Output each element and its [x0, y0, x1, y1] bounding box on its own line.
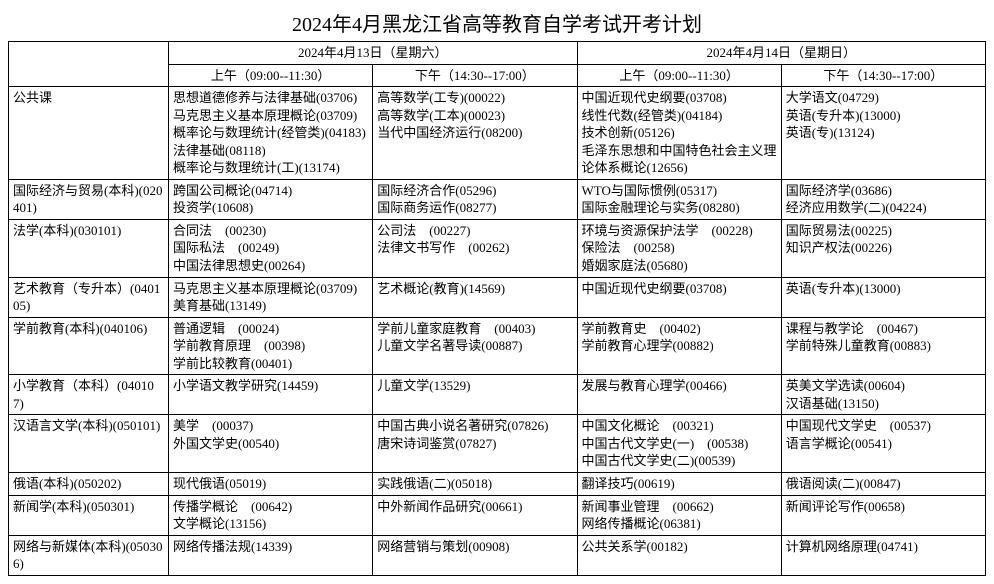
session-cell: 公共关系学(00182) [577, 535, 781, 575]
table-row: 学前教育(本科)(040106)普通逻辑 (00024)学前教育原理 (0039… [9, 317, 986, 375]
table-row: 艺术教育（专升本）(040105)马克思主义基本原理概论(03709)美育基础(… [9, 277, 986, 317]
session-cell: 儿童文学(13529) [373, 375, 577, 415]
category-cell: 网络与新媒体(本科)(050306) [9, 535, 169, 575]
session-cell: 跨国公司概论(04714)投资学(10608) [169, 179, 373, 219]
category-cell: 汉语言文学(本科)(050101) [9, 415, 169, 473]
table-row: 公共课思想道德修养与法律基础(03706)马克思主义基本原理概论(03709)概… [9, 87, 986, 180]
session-cell: 学前儿童家庭教育 (00403)儿童文学名著导读(00887) [373, 317, 577, 375]
category-cell: 新闻学(本科)(050301) [9, 495, 169, 535]
header-d1-am: 上午（09:00--11:30） [169, 64, 373, 87]
session-cell: 实践俄语(二)(05018) [373, 473, 577, 496]
session-cell: 网络营销与策划(00908) [373, 535, 577, 575]
category-cell: 学前教育(本科)(040106) [9, 317, 169, 375]
session-cell: 中国文化概论 (00321)中国古代文学史(一) (00538)中国古代文学史(… [577, 415, 781, 473]
session-cell: 计算机网络原理(04741) [781, 535, 985, 575]
session-cell: 中国近现代史纲要(03708)线性代数(经管类)(04184)技术创新(0512… [577, 87, 781, 180]
session-cell: 俄语阅读(二)(00847) [781, 473, 985, 496]
session-cell: 课程与教学论 (00467)学前特殊儿童教育(00883) [781, 317, 985, 375]
page-title: 2024年4月黑龙江省高等教育自学考试开考计划 [8, 8, 986, 37]
schedule-table: 2024年4月13日（星期六） 2024年4月14日（星期日） 上午（09:00… [8, 41, 986, 576]
table-row: 俄语(本科)(050202)现代俄语(05019)实践俄语(二)(05018)翻… [9, 473, 986, 496]
session-cell: 小学语文教学研究(14459) [169, 375, 373, 415]
session-cell: 传播学概论 (00642)文学概论(13156) [169, 495, 373, 535]
session-cell: 新闻事业管理 (00662)网络传播概论(06381) [577, 495, 781, 535]
category-cell: 艺术教育（专升本）(040105) [9, 277, 169, 317]
header-d2-am: 上午（09:00--11:30） [577, 64, 781, 87]
session-cell: 国际经济学(03686)经济应用数学(二)(04224) [781, 179, 985, 219]
session-cell: 新闻评论写作(00658) [781, 495, 985, 535]
header-d2-pm: 下午（14:30--17:00） [781, 64, 985, 87]
session-cell: 合同法 (00230)国际私法 (00249)中国法律思想史(00264) [169, 219, 373, 277]
session-cell: 大学语文(04729)英语(专升本)(13000)英语(专)(13124) [781, 87, 985, 180]
category-cell: 国际经济与贸易(本科)(020401) [9, 179, 169, 219]
category-cell: 小学教育（本科）(040107) [9, 375, 169, 415]
session-cell: 翻译技巧(00619) [577, 473, 781, 496]
session-cell: 美学 (00037)外国文学史(00540) [169, 415, 373, 473]
session-cell: 英语(专升本)(13000) [781, 277, 985, 317]
table-row: 小学教育（本科）(040107)小学语文教学研究(14459)儿童文学(1352… [9, 375, 986, 415]
category-cell: 法学(本科)(030101) [9, 219, 169, 277]
category-cell: 公共课 [9, 87, 169, 180]
header-day1: 2024年4月13日（星期六） [169, 42, 578, 65]
category-cell: 俄语(本科)(050202) [9, 473, 169, 496]
session-cell: 普通逻辑 (00024)学前教育原理 (00398)学前比较教育(00401) [169, 317, 373, 375]
session-cell: 艺术概论(教育)(14569) [373, 277, 577, 317]
header-day2: 2024年4月14日（星期日） [577, 42, 986, 65]
session-cell: 学前教育史 (00402)学前教育心理学(00882) [577, 317, 781, 375]
session-cell: 网络传播法规(14339) [169, 535, 373, 575]
session-cell: 马克思主义基本原理概论(03709)美育基础(13149) [169, 277, 373, 317]
session-cell: 中国近现代史纲要(03708) [577, 277, 781, 317]
header-blank [9, 42, 169, 87]
session-cell: 高等数学(工专)(00022)高等数学(工本)(00023)当代中国经济运行(0… [373, 87, 577, 180]
session-cell: 思想道德修养与法律基础(03706)马克思主义基本原理概论(03709)概率论与… [169, 87, 373, 180]
session-cell: 国际贸易法(00225)知识产权法(00226) [781, 219, 985, 277]
table-row: 法学(本科)(030101)合同法 (00230)国际私法 (00249)中国法… [9, 219, 986, 277]
table-row: 国际经济与贸易(本科)(020401)跨国公司概论(04714)投资学(1060… [9, 179, 986, 219]
session-cell: 中外新闻作品研究(00661) [373, 495, 577, 535]
table-row: 新闻学(本科)(050301)传播学概论 (00642)文学概论(13156)中… [9, 495, 986, 535]
session-cell: WTO与国际惯例(05317)国际金融理论与实务(08280) [577, 179, 781, 219]
table-row: 汉语言文学(本科)(050101)美学 (00037)外国文学史(00540)中… [9, 415, 986, 473]
session-cell: 中国古典小说名著研究(07826)唐宋诗词鉴赏(07827) [373, 415, 577, 473]
session-cell: 发展与教育心理学(00466) [577, 375, 781, 415]
header-d1-pm: 下午（14:30--17:00） [373, 64, 577, 87]
session-cell: 公司法 (00227)法律文书写作 (00262) [373, 219, 577, 277]
session-cell: 英美文学选读(00604)汉语基础(13150) [781, 375, 985, 415]
session-cell: 环境与资源保护法学 (00228)保险法 (00258)婚姻家庭法(05680) [577, 219, 781, 277]
session-cell: 中国现代文学史 (00537)语言学概论(00541) [781, 415, 985, 473]
session-cell: 国际经济合作(05296)国际商务运作(08277) [373, 179, 577, 219]
session-cell: 现代俄语(05019) [169, 473, 373, 496]
table-row: 网络与新媒体(本科)(050306)网络传播法规(14339)网络营销与策划(0… [9, 535, 986, 575]
